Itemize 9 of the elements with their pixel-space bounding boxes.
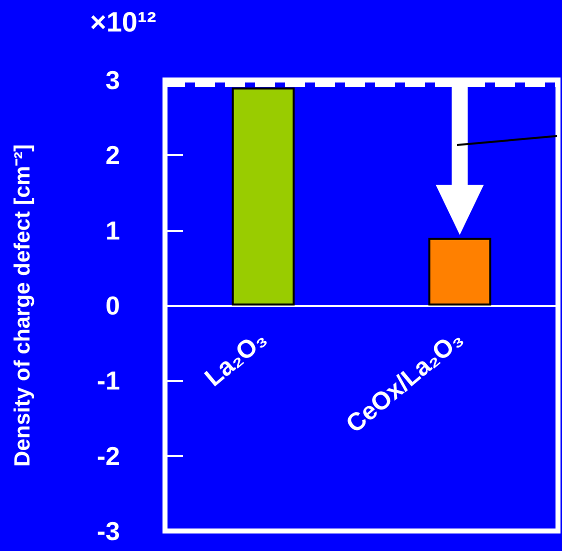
y-tick-label: -1	[96, 366, 120, 396]
y-tick-label: 0	[106, 290, 120, 320]
y-tick-label: 1	[106, 215, 120, 246]
y-axis-title: Density of charge defect [cm⁻²]	[10, 144, 34, 467]
y-tick-label: -3	[96, 516, 120, 546]
y-tick-label: -2	[96, 440, 120, 471]
y-tick-label: 3	[106, 65, 120, 95]
y-tick-label: 2	[106, 140, 120, 170]
text: ×10¹²	[90, 6, 156, 38]
